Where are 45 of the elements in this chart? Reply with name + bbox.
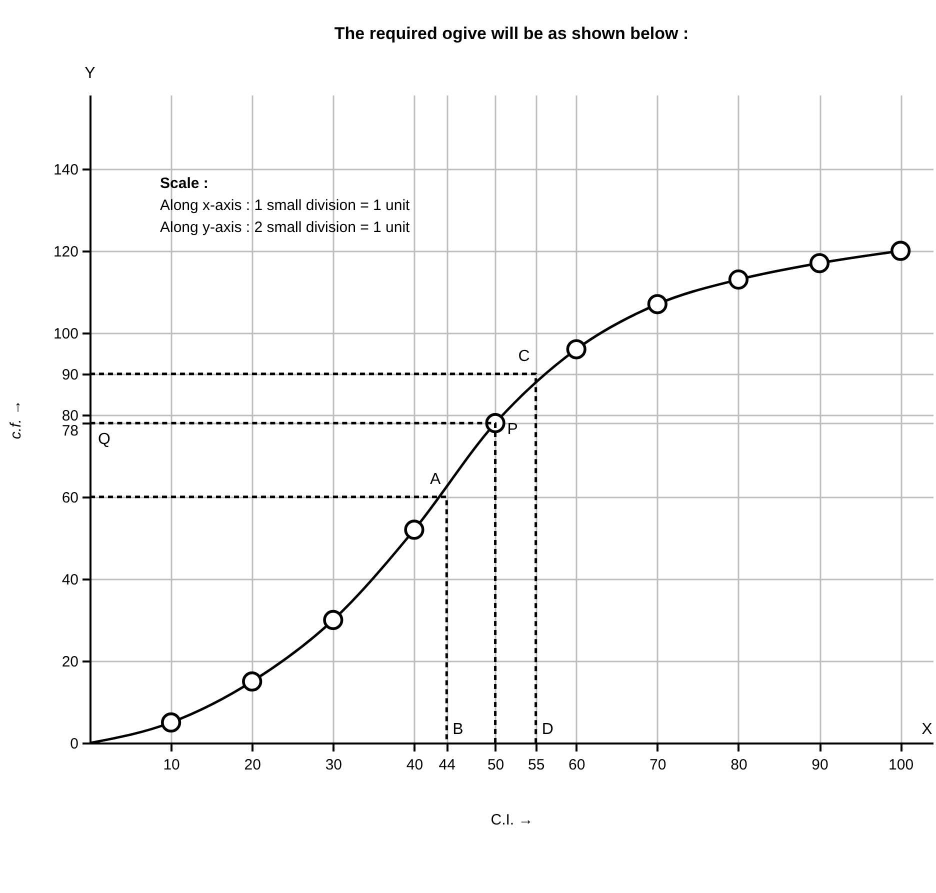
x-tick-label: 80 xyxy=(730,756,748,774)
point xyxy=(323,610,344,630)
x-tick-label: 44 xyxy=(438,756,456,774)
annotation: Along y-axis : 2 small division = 1 unit xyxy=(160,219,411,236)
point xyxy=(809,253,830,274)
x-tick-label: 70 xyxy=(650,756,666,774)
annotation: Scale : xyxy=(160,175,208,192)
point xyxy=(566,339,586,360)
y-tick-label: 60 xyxy=(62,489,78,506)
text: Y xyxy=(84,65,96,82)
x-tick-label: 30 xyxy=(325,756,342,774)
chart-title: The required ogive will be as shown below : xyxy=(334,24,689,43)
y-tick-label: 20 xyxy=(62,653,78,670)
y-tick-label: 78 xyxy=(62,422,78,440)
x-tick-label: 100 xyxy=(888,756,914,774)
point xyxy=(728,270,749,290)
y-tick-label: 140 xyxy=(53,161,78,178)
annotation: B xyxy=(452,721,464,738)
annotation: Q xyxy=(98,431,110,448)
x-tick-label: 60 xyxy=(568,756,586,774)
x-tick-label: 50 xyxy=(487,756,504,774)
x-axis-title: C.I. → xyxy=(490,812,534,828)
point xyxy=(161,712,182,733)
point xyxy=(242,671,262,692)
annotation: P xyxy=(507,421,518,438)
y-axis-title: c.f. → xyxy=(7,400,24,440)
y-tick-label: 120 xyxy=(53,243,78,260)
y-tick-label: 0 xyxy=(70,736,78,752)
annotation: A xyxy=(430,470,441,488)
annotation: C xyxy=(518,348,530,365)
x-tick-label: 90 xyxy=(812,756,828,774)
y-tick-label: 80 xyxy=(62,407,78,424)
annotation: Along x-axis : 1 small division = 1 unit xyxy=(160,197,411,214)
x-tick-label: 55 xyxy=(528,756,545,774)
annotation: X xyxy=(922,721,933,738)
y-tick-label: 40 xyxy=(62,571,78,588)
x-tick-label: 40 xyxy=(406,756,424,774)
point xyxy=(890,240,911,261)
point xyxy=(404,520,424,540)
x-tick-label: 10 xyxy=(163,756,180,774)
point xyxy=(647,294,668,314)
annotation: D xyxy=(542,721,554,738)
y-tick-label: 100 xyxy=(53,325,78,342)
y-tick-label: 90 xyxy=(62,366,78,384)
x-tick-label: 20 xyxy=(244,756,261,774)
